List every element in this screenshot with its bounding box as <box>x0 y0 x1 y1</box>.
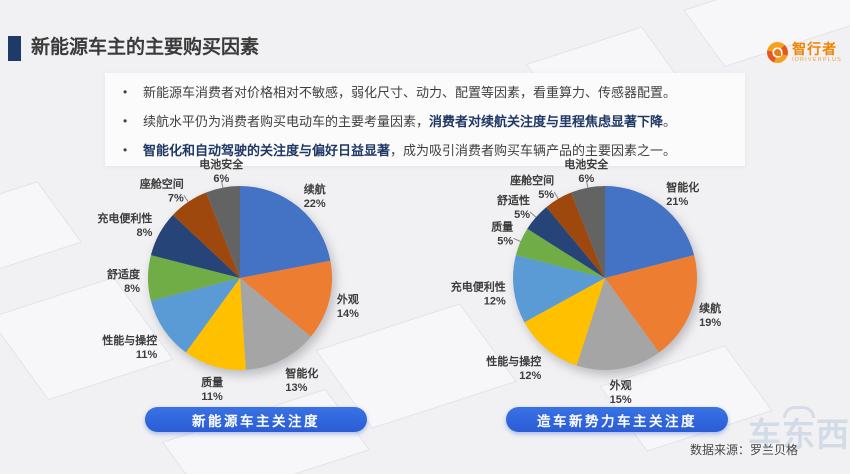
summary-card: • 新能源车消费者对价格相对不敏感，弱化尺寸、动力、配置等因素，看重算力、传感器配… <box>105 73 745 166</box>
label-leader-line <box>585 179 589 188</box>
watermark-text: 车东西 <box>748 416 850 453</box>
label-leader-line <box>529 211 537 218</box>
pie-data-label: 舒适性 5% <box>497 193 530 221</box>
pie-data-label: 性能与操控 12% <box>486 354 541 382</box>
pie-data-label: 电池安全 6% <box>199 157 244 185</box>
pie-data-label: 质量 11% <box>201 375 223 403</box>
pie-data-label: 座舱空间 5% <box>509 173 554 201</box>
pie-data-label: 舒适度 8% <box>107 267 141 295</box>
bullet-item: • 新能源车消费者对价格相对不敏感，弱化尺寸、动力、配置等因素，看重算力、传感器配… <box>123 83 729 102</box>
bullet-item: • 智能化和自动驾驶的关注度与偏好日益显著，成为吸引消费者购买车辆产品的主要因素之… <box>123 141 729 160</box>
pie-slice <box>571 186 605 278</box>
chedongxi-watermark: 车东西 <box>748 406 850 451</box>
pie-data-label: 续航 19% <box>699 301 721 329</box>
bullet-dot: • <box>123 143 128 157</box>
bullet-dot: • <box>123 85 128 99</box>
bullet-text: 续航水平仍为消费者购买电动车的主要考量因素， <box>143 114 430 129</box>
pie-data-label: 性能与操控 11% <box>102 333 157 361</box>
pie-slice <box>240 278 311 370</box>
idriverplus-ring-icon <box>767 42 789 64</box>
pie-chart-new-force-owners: 智能化 21% 续航 19% 外观 15% 性能与操控 12% 充电便利性 12% 质量 5% 舒适性 5… <box>420 157 790 410</box>
pie-slice <box>513 255 605 323</box>
pie-chart-nev-owners: 续航 22% 外观 14% 智能化 13% 质量 11% 性能与操控 11% 舒适度 8% 充电便利性 8… <box>55 157 425 410</box>
label-leader-line <box>513 237 521 242</box>
pie-slice <box>150 278 240 353</box>
data-source-note: 数据来源：罗兰贝格 <box>689 443 798 457</box>
title-accent-block <box>8 36 21 61</box>
pie-slice <box>546 192 605 278</box>
pie-svg-new-force-owners: 智能化 21% 续航 19% 外观 15% 性能与操控 12% 充电便利性 12% 质量 5%舒适性 5… <box>451 157 722 406</box>
pie-data-label: 智能化 21% <box>666 180 699 208</box>
pie-slice <box>576 278 660 370</box>
logo-name: 智行者 <box>792 41 838 57</box>
pie-data-label: 电池安全 6% <box>564 157 609 185</box>
bullet-text: 。 <box>663 114 677 129</box>
chart-caption-label: 造车新势力车主关注度 <box>537 413 697 429</box>
pie-slice <box>240 186 331 278</box>
pie-slice <box>527 207 605 278</box>
bullet-text: 智能化和自动驾驶的关注度与偏好日益显著 <box>143 143 391 158</box>
pie-data-label: 续航 22% <box>304 182 326 210</box>
pie-slice <box>524 278 605 366</box>
pie-data-label: 外观 15% <box>609 378 632 406</box>
label-leader-line <box>183 195 189 203</box>
bullet-text: 新能源车消费者对价格相对不敏感，弱化尺寸、动力、配置等因素，看重算力、传感器配置… <box>143 85 677 100</box>
page-title: 新能源车主的主要购买因素 <box>31 37 260 58</box>
bullet-text: 消费者对续航关注度与里程焦虑显著下降 <box>429 114 664 129</box>
pie-slice <box>148 255 240 301</box>
pie-slice <box>150 215 240 278</box>
idriverplus-logo: 智行者 IDRIVERPLUS <box>767 42 842 64</box>
pie-slice <box>185 278 246 370</box>
pie-data-label: 智能化 13% <box>285 366 318 394</box>
pie-slice <box>605 255 697 353</box>
logo-subtitle: IDRIVERPLUS <box>792 57 842 63</box>
pie-slice <box>206 186 240 278</box>
pie-slice <box>515 228 605 278</box>
car-roof-icon <box>783 406 815 418</box>
bullet-text: ，成为吸引消费者购买车辆产品的主要因素之一。 <box>390 143 677 158</box>
pie-slice <box>240 260 333 337</box>
pie-data-label: 充电便利性 8% <box>97 211 152 239</box>
pie-slice <box>605 186 695 278</box>
chart-caption-new-force-owners: 造车新势力车主关注度 <box>506 407 728 432</box>
bullet-list: • 新能源车消费者对价格相对不敏感，弱化尺寸、动力、配置等因素，看重算力、传感器配… <box>105 73 745 160</box>
label-leader-line <box>553 191 559 200</box>
bullet-dot: • <box>123 114 128 128</box>
pie-data-label: 座舱空间 7% <box>139 176 184 204</box>
pie-svg-nev-owners: 续航 22% 外观 14% 智能化 13% 质量 11% 性能与操控 11% 舒适度 8% 充电便利性 8… <box>97 157 359 403</box>
chart-caption-nev-owners: 新能源车主关注度 <box>145 407 367 432</box>
pie-data-label: 外观 14% <box>336 292 359 320</box>
pie-data-label: 充电便利性 12% <box>451 280 506 308</box>
pie-data-label: 质量 5% <box>491 219 513 247</box>
pie-slice <box>172 192 240 278</box>
label-leader-line <box>220 179 224 188</box>
bullet-item: • 续航水平仍为消费者购买电动车的主要考量因素，消费者对续航关注度与里程焦虑显著下… <box>123 112 729 131</box>
chart-caption-label: 新能源车主关注度 <box>192 413 320 429</box>
